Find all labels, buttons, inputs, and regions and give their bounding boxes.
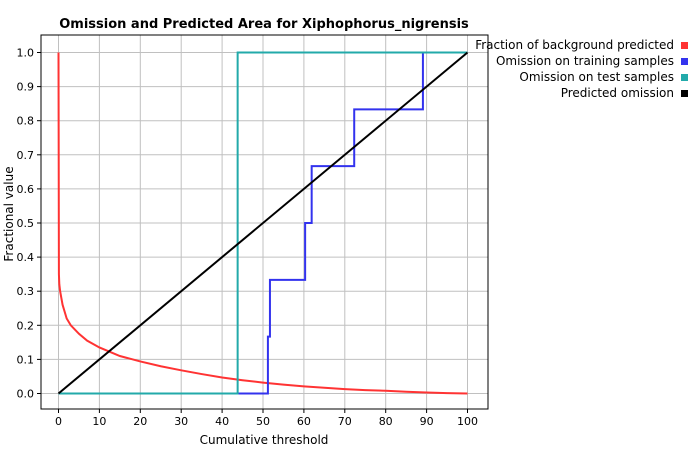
x-tick-label: 10 — [92, 415, 106, 428]
x-tick-label: 50 — [256, 415, 270, 428]
series-line-predicted-omission — [57, 51, 469, 395]
y-tick-label: 0.0 — [17, 388, 35, 401]
series-line-fraction-of-background-predicted — [57, 52, 468, 395]
x-tick-label: 40 — [215, 415, 229, 428]
y-tick-label: 0.1 — [17, 353, 35, 366]
y-tick-label: 0.7 — [17, 149, 35, 162]
series-layer — [57, 51, 469, 395]
y-tick-label: 1.0 — [17, 47, 35, 60]
y-tick-label: 0.6 — [17, 183, 35, 196]
x-tick-label: 80 — [379, 415, 393, 428]
x-tick-label: 70 — [338, 415, 352, 428]
legend-label-omission-on-training-samples: Omission on training samples — [496, 54, 674, 68]
x-axis-label: Cumulative threshold — [200, 433, 329, 447]
legend-swatch-omission-on-training-samples — [681, 58, 688, 65]
legend-swatch-omission-on-test-samples — [681, 74, 688, 81]
y-axis-label: Fractional value — [2, 166, 16, 261]
x-tick-label: 0 — [55, 415, 62, 428]
x-tick-label: 20 — [133, 415, 147, 428]
y-tick-label: 0.9 — [17, 81, 35, 94]
legend-label-omission-on-test-samples: Omission on test samples — [519, 70, 674, 84]
x-tick-label: 30 — [174, 415, 188, 428]
chart-title: Omission and Predicted Area for Xiphopho… — [59, 17, 469, 32]
y-tick-label: 0.5 — [17, 217, 35, 230]
series-line-omission-on-test-samples — [58, 51, 468, 395]
axes: 0 10 20 30 40 50 60 70 80 90 100 0.0 0.1 0.2 0.3 0.4 0.5… — [17, 47, 479, 429]
legend-label-fraction-of-background-predicted: Fraction of background predicted — [475, 38, 674, 52]
y-tick-label: 0.4 — [17, 251, 35, 264]
x-tick-label: 90 — [420, 415, 434, 428]
plot-border — [40, 34, 489, 410]
x-tick-label: 60 — [297, 415, 311, 428]
x-tick-label: 100 — [457, 415, 478, 428]
legend-label-predicted-omission: Predicted omission — [561, 86, 674, 100]
legend-swatch-fraction-of-background-predicted — [681, 42, 688, 49]
y-tick-label: 0.2 — [17, 319, 35, 332]
y-tick-label: 0.8 — [17, 115, 35, 128]
legend: Fraction of background predicted Omission… — [475, 38, 688, 100]
legend-swatch-predicted-omission — [681, 90, 688, 97]
y-tick-label: 0.3 — [17, 285, 35, 298]
